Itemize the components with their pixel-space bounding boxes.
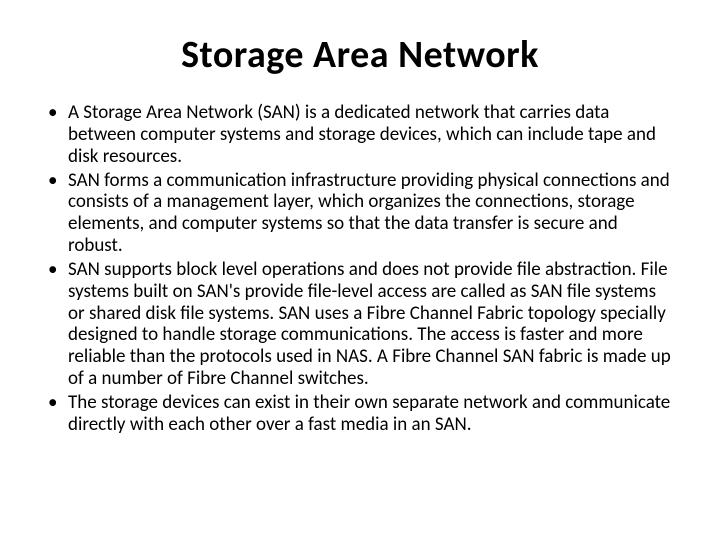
list-item: SAN supports block level operations and …	[44, 259, 676, 390]
slide-title: Storage Area Network	[44, 32, 676, 78]
slide: Storage Area Network A Storage Area Netw…	[0, 0, 720, 540]
bullet-list: A Storage Area Network (SAN) is a dedica…	[44, 102, 676, 436]
list-item: A Storage Area Network (SAN) is a dedica…	[44, 102, 676, 168]
list-item: The storage devices can exist in their o…	[44, 392, 676, 436]
list-item: SAN forms a communication infrastructure…	[44, 170, 676, 257]
slide-body: A Storage Area Network (SAN) is a dedica…	[44, 102, 676, 510]
